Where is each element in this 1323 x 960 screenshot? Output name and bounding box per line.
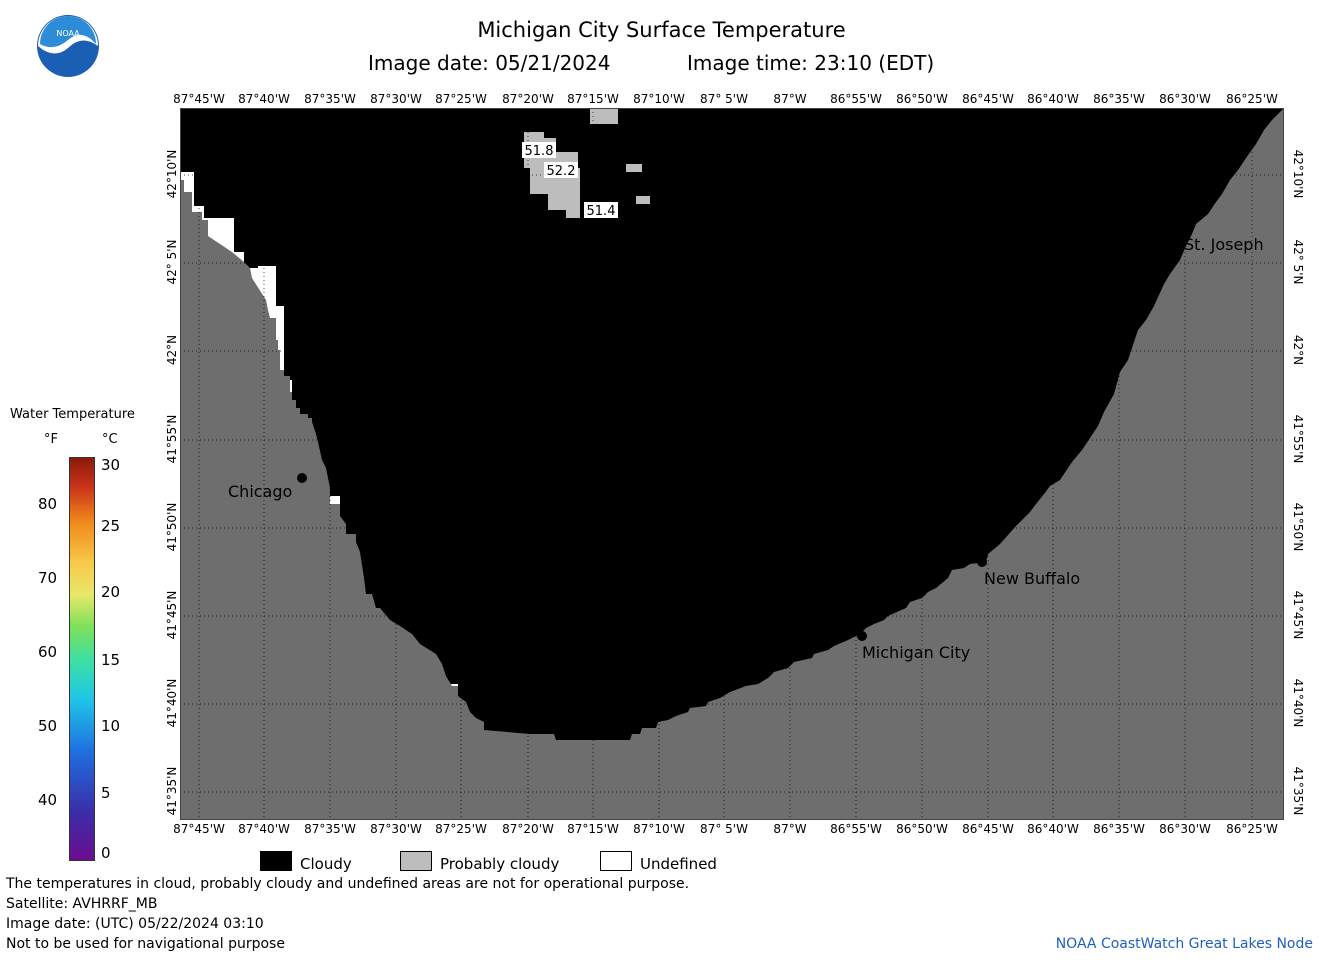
- city-label: Chicago: [228, 482, 292, 501]
- lat-label: 41°45'N: [165, 590, 179, 640]
- temp-label: 51.8: [525, 144, 554, 159]
- logo-text: NOAA: [56, 29, 80, 38]
- noaa-logo: NOAA: [37, 15, 99, 77]
- scale-tick-f: 40: [38, 791, 58, 809]
- lat-label: 42°10'N: [1291, 149, 1305, 199]
- city-dot: [977, 557, 987, 567]
- city-label: St. Joseph: [1184, 235, 1264, 254]
- lat-label: 41°50'N: [1291, 502, 1305, 552]
- lon-label: 87°25'W: [435, 822, 487, 836]
- lat-label: 42°N: [165, 334, 179, 366]
- lat-label: 41°35'N: [165, 766, 179, 816]
- scale-title: Water Temperature: [10, 407, 135, 422]
- lon-label: 87°45'W: [173, 92, 225, 106]
- lat-label: 41°40'N: [1291, 678, 1305, 728]
- lat-label: 41°55'N: [165, 414, 179, 464]
- lon-label: 87°10'W: [633, 822, 685, 836]
- lat-label: 41°35'N: [1291, 766, 1305, 816]
- lon-label: 86°40'W: [1027, 92, 1079, 106]
- map-title: Michigan City Surface Temperature: [477, 18, 846, 42]
- scale-tick-f: 50: [38, 717, 58, 735]
- city-dot: [1181, 219, 1191, 229]
- lon-label: 87°30'W: [370, 92, 422, 106]
- legend-undefined-swatch: [600, 851, 632, 871]
- scale-tick-c: 0: [101, 844, 111, 862]
- lon-label: 87°45'W: [173, 822, 225, 836]
- lat-label: 42°N: [1291, 334, 1305, 366]
- scale-tick-c: 15: [101, 651, 121, 669]
- lon-label: 87°20'W: [502, 92, 554, 106]
- image-time: Image time: 23:10 (EDT): [687, 51, 935, 75]
- footer-navigation-warning: Not to be used for navigational purpose: [6, 936, 285, 952]
- lat-label: 42°10'N: [165, 149, 179, 199]
- scale-tick-f: 70: [38, 569, 58, 587]
- temp-label: 51.4: [587, 204, 616, 219]
- scale-tick-f: 60: [38, 643, 58, 661]
- lon-label: 86°50'W: [896, 822, 948, 836]
- lon-label: 86°35'W: [1093, 92, 1145, 106]
- scale-tick-f: 80: [38, 495, 58, 513]
- scale-tick-c: 25: [101, 517, 121, 535]
- scale-unit-f: °F: [44, 432, 58, 447]
- city-markers: Chicago Michigan City New Buffalo St. Jo…: [228, 219, 1264, 662]
- lon-label: 86°35'W: [1093, 822, 1145, 836]
- footer-satellite: Satellite: AVHRRF_MB: [6, 896, 158, 912]
- scale-tick-c: 30: [101, 456, 121, 474]
- lon-label: 86°40'W: [1027, 822, 1079, 836]
- legend-cloudy-label: Cloudy: [300, 855, 352, 873]
- temp-label: 52.2: [547, 164, 576, 179]
- lon-label: 86°45'W: [962, 92, 1014, 106]
- legend-probably-cloudy-label: Probably cloudy: [440, 855, 560, 873]
- scale-unit-c: °C: [102, 432, 118, 447]
- lon-label: 87°35'W: [304, 92, 356, 106]
- lon-label: 87°W: [773, 92, 807, 106]
- lat-label: 42° 5'N: [1291, 239, 1305, 285]
- lon-label: 86°55'W: [830, 92, 882, 106]
- footer-disclaimer: The temperatures in cloud, probably clou…: [6, 876, 690, 892]
- color-scale-bar: [69, 457, 95, 861]
- lat-label: 42° 5'N: [165, 239, 179, 285]
- legend-probably-cloudy-swatch: [400, 851, 432, 871]
- lon-label: 87° 5'W: [700, 822, 748, 836]
- lon-label: 86°30'W: [1159, 92, 1211, 106]
- lon-label: 87°W: [773, 822, 807, 836]
- lon-label: 86°55'W: [830, 822, 882, 836]
- lon-label: 86°50'W: [896, 92, 948, 106]
- scale-tick-c: 20: [101, 583, 121, 601]
- footer-utc-date: Image date: (UTC) 05/22/2024 03:10: [6, 916, 264, 932]
- legend-undefined-label: Undefined: [640, 855, 717, 873]
- temperature-map: 51.8 52.2 51.4 Chicago Michigan City New…: [180, 108, 1284, 820]
- lon-label: 87° 5'W: [700, 92, 748, 106]
- scale-tick-c: 5: [101, 784, 111, 802]
- image-date: Image date: 05/21/2024: [368, 51, 611, 75]
- footer-credit[interactable]: NOAA CoastWatch Great Lakes Node: [1055, 936, 1313, 952]
- lon-label: 86°30'W: [1159, 822, 1211, 836]
- lon-label: 87°15'W: [567, 822, 619, 836]
- lon-label: 86°45'W: [962, 822, 1014, 836]
- temp-labels: 51.8 52.2 51.4: [522, 142, 618, 219]
- lon-label: 87°15'W: [567, 92, 619, 106]
- lon-label: 87°35'W: [304, 822, 356, 836]
- lon-label: 87°40'W: [238, 92, 290, 106]
- scale-tick-c: 10: [101, 717, 121, 735]
- lon-label: 87°30'W: [370, 822, 422, 836]
- lon-label: 87°40'W: [238, 822, 290, 836]
- lat-label: 41°55'N: [1291, 414, 1305, 464]
- lon-label: 87°10'W: [633, 92, 685, 106]
- city-label: New Buffalo: [984, 569, 1080, 588]
- lon-label: 87°20'W: [502, 822, 554, 836]
- city-dot: [857, 631, 867, 641]
- lon-label: 86°25'W: [1226, 822, 1278, 836]
- legend-cloudy-swatch: [260, 851, 292, 871]
- lon-label: 86°25'W: [1226, 92, 1278, 106]
- land-area: [180, 108, 1284, 820]
- lat-label: 41°45'N: [1291, 590, 1305, 640]
- lat-label: 41°50'N: [165, 502, 179, 552]
- city-dot: [297, 473, 307, 483]
- lon-label: 87°25'W: [435, 92, 487, 106]
- city-label: Michigan City: [862, 643, 970, 662]
- lat-label: 41°40'N: [165, 678, 179, 728]
